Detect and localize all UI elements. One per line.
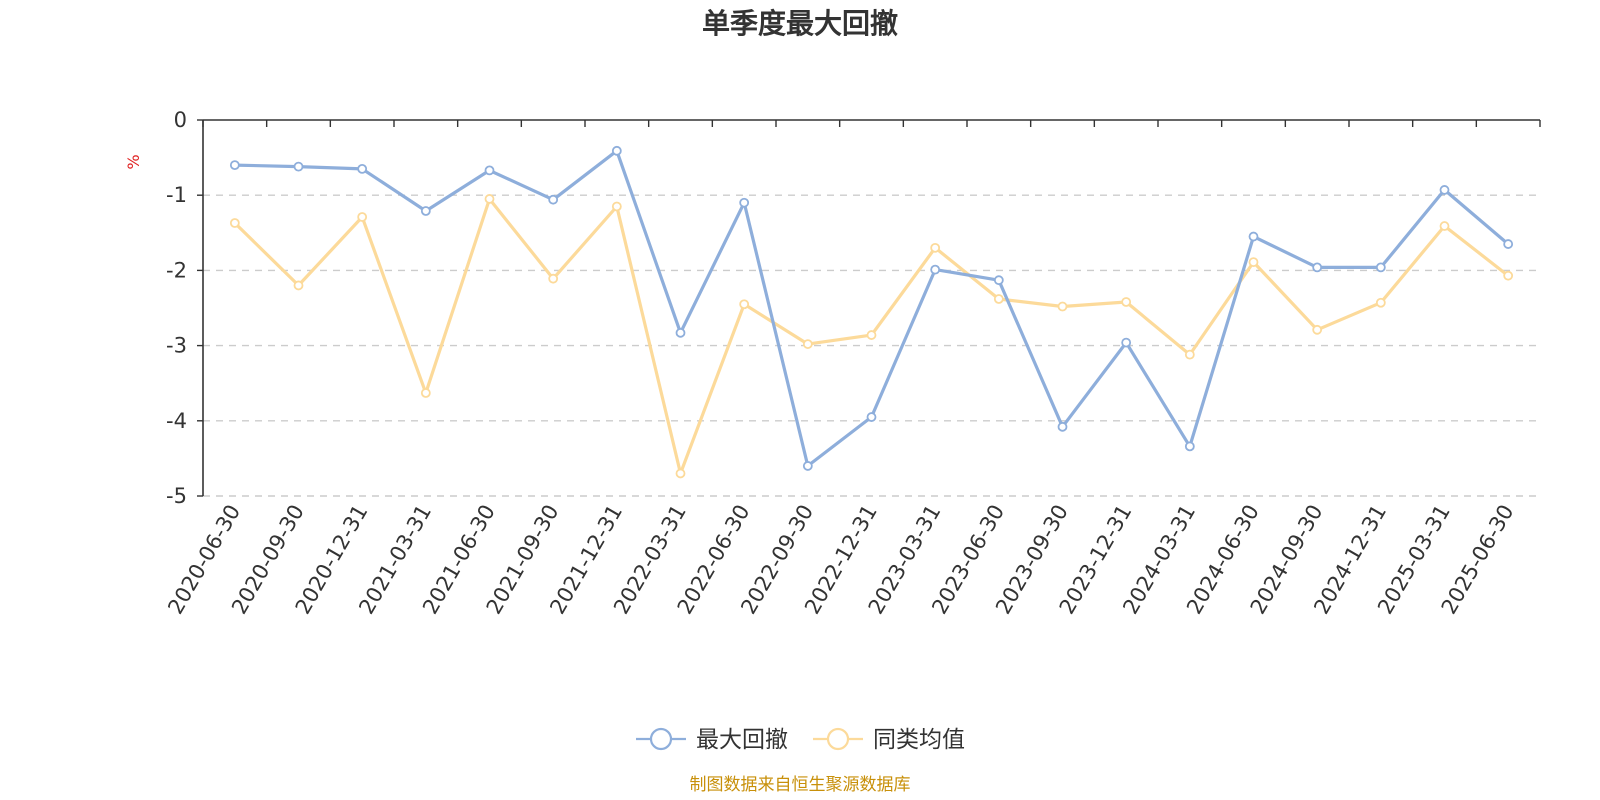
legend-label: 同类均值	[873, 727, 965, 753]
data-point	[484, 194, 495, 204]
data-point	[1248, 231, 1259, 242]
data-point	[1184, 349, 1195, 360]
data-point	[866, 330, 877, 340]
data-point	[611, 201, 622, 212]
data-point	[802, 461, 813, 471]
data-point	[993, 294, 1004, 304]
data-point	[548, 273, 559, 284]
data-point	[1439, 185, 1450, 195]
grid-lines	[203, 194, 1540, 497]
y-axis-ticks: 0 -1 -2 -3 -4 -5	[166, 108, 203, 508]
data-point	[1375, 297, 1386, 308]
y-tick-label: -2	[166, 258, 187, 282]
series-1	[229, 194, 1514, 479]
legend: 最大回撤 同类均值	[636, 727, 965, 753]
data-point	[866, 412, 877, 422]
data-point	[420, 206, 431, 216]
data-point	[229, 160, 240, 171]
data-point	[229, 218, 240, 228]
data-point	[1121, 297, 1132, 307]
data-point	[1503, 239, 1514, 249]
data-point	[484, 165, 495, 176]
data-point	[548, 194, 559, 205]
data-point	[930, 264, 941, 275]
data-point	[1503, 270, 1514, 281]
axes	[202, 119, 1540, 496]
data-point	[739, 299, 750, 310]
data-point	[675, 327, 686, 338]
y-axis-unit-label: %	[124, 154, 143, 169]
data-point	[1312, 324, 1323, 335]
data-point	[1375, 262, 1386, 273]
source-note: 制图数据来自恒生聚源数据库	[690, 775, 911, 795]
legend-label: 最大回撤	[696, 727, 788, 753]
data-point	[1248, 257, 1259, 268]
chart-title: 单季度最大回撤	[702, 7, 898, 40]
data-point	[675, 468, 686, 479]
legend-marker	[649, 727, 673, 751]
y-tick-label: -1	[166, 183, 187, 207]
y-tick-label: -3	[166, 334, 187, 358]
data-point	[293, 280, 304, 291]
series-lines	[229, 145, 1514, 479]
data-point	[1184, 441, 1195, 452]
data-point	[357, 163, 368, 174]
data-point	[993, 275, 1004, 286]
data-point	[1439, 221, 1450, 231]
data-point	[293, 161, 304, 172]
data-point	[739, 197, 750, 208]
y-tick-label: -5	[166, 484, 187, 508]
data-point	[1312, 262, 1323, 273]
series-0	[229, 145, 1514, 471]
data-point	[420, 388, 431, 398]
y-tick-label: 0	[174, 108, 187, 132]
data-point	[1057, 421, 1068, 432]
x-axis-ticks: 2020-06-302020-09-302020-12-312021-03-31…	[163, 120, 1541, 618]
data-point	[1057, 301, 1068, 312]
legend-marker	[826, 727, 850, 751]
data-point	[930, 242, 941, 253]
data-point	[1121, 337, 1132, 348]
y-tick-label: -4	[166, 409, 187, 433]
data-point	[611, 145, 622, 156]
data-point	[802, 339, 813, 349]
data-point	[357, 212, 368, 222]
